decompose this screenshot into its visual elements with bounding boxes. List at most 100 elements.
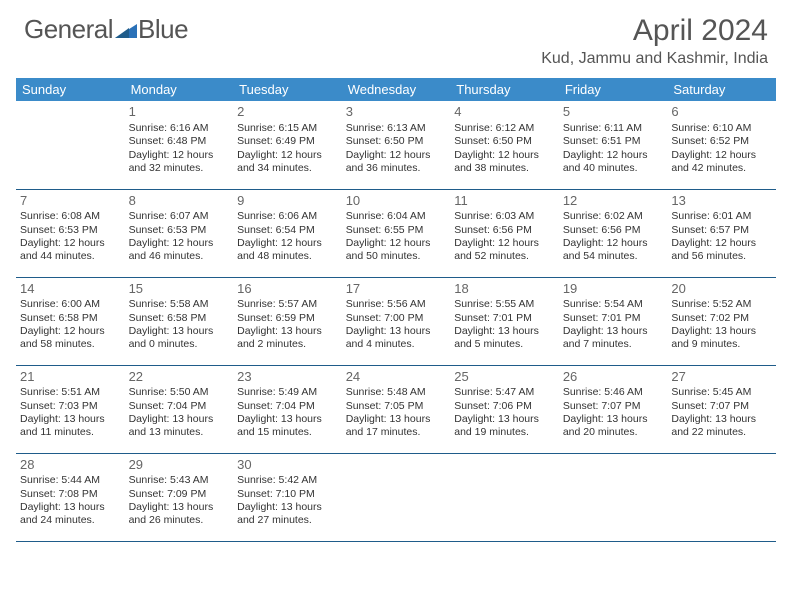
brand-part1: General bbox=[24, 14, 113, 45]
calendar-day-cell: 20Sunrise: 5:52 AMSunset: 7:02 PMDayligh… bbox=[667, 277, 776, 365]
calendar-week-row: 7Sunrise: 6:08 AMSunset: 6:53 PMDaylight… bbox=[16, 189, 776, 277]
sunset-text: Sunset: 7:10 PM bbox=[237, 488, 338, 501]
daylight-line1: Daylight: 12 hours bbox=[346, 237, 447, 250]
sunset-text: Sunset: 6:55 PM bbox=[346, 224, 447, 237]
daylight-line1: Daylight: 13 hours bbox=[454, 413, 555, 426]
day-number: 12 bbox=[563, 193, 664, 210]
sunrise-text: Sunrise: 6:12 AM bbox=[454, 122, 555, 135]
daylight-line2: and 24 minutes. bbox=[20, 514, 121, 527]
sunset-text: Sunset: 6:48 PM bbox=[129, 135, 230, 148]
calendar-day-cell: 9Sunrise: 6:06 AMSunset: 6:54 PMDaylight… bbox=[233, 189, 342, 277]
calendar-day-cell: 25Sunrise: 5:47 AMSunset: 7:06 PMDayligh… bbox=[450, 365, 559, 453]
daylight-line2: and 42 minutes. bbox=[671, 162, 772, 175]
weekday-header: Friday bbox=[559, 78, 668, 101]
day-number: 13 bbox=[671, 193, 772, 210]
daylight-line2: and 44 minutes. bbox=[20, 250, 121, 263]
day-number: 27 bbox=[671, 369, 772, 386]
title-block: April 2024 Kud, Jammu and Kashmir, India bbox=[541, 14, 768, 68]
day-number: 8 bbox=[129, 193, 230, 210]
day-number: 2 bbox=[237, 104, 338, 121]
weekday-header: Monday bbox=[125, 78, 234, 101]
sunrise-text: Sunrise: 5:51 AM bbox=[20, 386, 121, 399]
calendar-day-cell: 18Sunrise: 5:55 AMSunset: 7:01 PMDayligh… bbox=[450, 277, 559, 365]
sunset-text: Sunset: 7:04 PM bbox=[129, 400, 230, 413]
daylight-line1: Daylight: 13 hours bbox=[129, 413, 230, 426]
daylight-line2: and 40 minutes. bbox=[563, 162, 664, 175]
sunset-text: Sunset: 7:08 PM bbox=[20, 488, 121, 501]
daylight-line2: and 54 minutes. bbox=[563, 250, 664, 263]
calendar-day-cell: 22Sunrise: 5:50 AMSunset: 7:04 PMDayligh… bbox=[125, 365, 234, 453]
calendar-day-cell: 11Sunrise: 6:03 AMSunset: 6:56 PMDayligh… bbox=[450, 189, 559, 277]
calendar-week-row: 1Sunrise: 6:16 AMSunset: 6:48 PMDaylight… bbox=[16, 101, 776, 189]
sunset-text: Sunset: 7:03 PM bbox=[20, 400, 121, 413]
calendar-empty-cell bbox=[342, 453, 451, 541]
daylight-line2: and 7 minutes. bbox=[563, 338, 664, 351]
calendar-day-cell: 2Sunrise: 6:15 AMSunset: 6:49 PMDaylight… bbox=[233, 101, 342, 189]
sunrise-text: Sunrise: 6:06 AM bbox=[237, 210, 338, 223]
day-number: 15 bbox=[129, 281, 230, 298]
sunset-text: Sunset: 6:58 PM bbox=[129, 312, 230, 325]
sunrise-text: Sunrise: 6:01 AM bbox=[671, 210, 772, 223]
calendar-day-cell: 3Sunrise: 6:13 AMSunset: 6:50 PMDaylight… bbox=[342, 101, 451, 189]
day-number: 14 bbox=[20, 281, 121, 298]
sunset-text: Sunset: 7:06 PM bbox=[454, 400, 555, 413]
daylight-line2: and 2 minutes. bbox=[237, 338, 338, 351]
sunrise-text: Sunrise: 6:13 AM bbox=[346, 122, 447, 135]
calendar-day-cell: 12Sunrise: 6:02 AMSunset: 6:56 PMDayligh… bbox=[559, 189, 668, 277]
weekday-header: Tuesday bbox=[233, 78, 342, 101]
day-number: 26 bbox=[563, 369, 664, 386]
daylight-line2: and 13 minutes. bbox=[129, 426, 230, 439]
calendar-week-row: 21Sunrise: 5:51 AMSunset: 7:03 PMDayligh… bbox=[16, 365, 776, 453]
sunset-text: Sunset: 6:49 PM bbox=[237, 135, 338, 148]
day-number: 4 bbox=[454, 104, 555, 121]
day-number: 16 bbox=[237, 281, 338, 298]
calendar-empty-cell bbox=[667, 453, 776, 541]
daylight-line1: Daylight: 13 hours bbox=[346, 413, 447, 426]
sunrise-text: Sunrise: 6:15 AM bbox=[237, 122, 338, 135]
sunrise-text: Sunrise: 6:16 AM bbox=[129, 122, 230, 135]
day-number: 6 bbox=[671, 104, 772, 121]
calendar-day-cell: 7Sunrise: 6:08 AMSunset: 6:53 PMDaylight… bbox=[16, 189, 125, 277]
daylight-line2: and 5 minutes. bbox=[454, 338, 555, 351]
daylight-line1: Daylight: 13 hours bbox=[563, 413, 664, 426]
sunrise-text: Sunrise: 5:52 AM bbox=[671, 298, 772, 311]
daylight-line1: Daylight: 12 hours bbox=[454, 237, 555, 250]
weekday-header: Wednesday bbox=[342, 78, 451, 101]
sunset-text: Sunset: 6:53 PM bbox=[20, 224, 121, 237]
calendar-day-cell: 6Sunrise: 6:10 AMSunset: 6:52 PMDaylight… bbox=[667, 101, 776, 189]
sunset-text: Sunset: 7:05 PM bbox=[346, 400, 447, 413]
calendar-day-cell: 8Sunrise: 6:07 AMSunset: 6:53 PMDaylight… bbox=[125, 189, 234, 277]
sunrise-text: Sunrise: 5:58 AM bbox=[129, 298, 230, 311]
daylight-line1: Daylight: 13 hours bbox=[237, 325, 338, 338]
header: General Blue April 2024 Kud, Jammu and K… bbox=[0, 0, 792, 72]
day-number: 3 bbox=[346, 104, 447, 121]
sunrise-text: Sunrise: 5:48 AM bbox=[346, 386, 447, 399]
sunset-text: Sunset: 7:09 PM bbox=[129, 488, 230, 501]
weekday-header: Thursday bbox=[450, 78, 559, 101]
sunrise-text: Sunrise: 6:11 AM bbox=[563, 122, 664, 135]
daylight-line1: Daylight: 12 hours bbox=[563, 237, 664, 250]
daylight-line2: and 48 minutes. bbox=[237, 250, 338, 263]
calendar-day-cell: 23Sunrise: 5:49 AMSunset: 7:04 PMDayligh… bbox=[233, 365, 342, 453]
calendar-day-cell: 24Sunrise: 5:48 AMSunset: 7:05 PMDayligh… bbox=[342, 365, 451, 453]
daylight-line2: and 52 minutes. bbox=[454, 250, 555, 263]
daylight-line2: and 56 minutes. bbox=[671, 250, 772, 263]
calendar-empty-cell bbox=[16, 101, 125, 189]
calendar-day-cell: 13Sunrise: 6:01 AMSunset: 6:57 PMDayligh… bbox=[667, 189, 776, 277]
calendar-day-cell: 5Sunrise: 6:11 AMSunset: 6:51 PMDaylight… bbox=[559, 101, 668, 189]
sunset-text: Sunset: 6:51 PM bbox=[563, 135, 664, 148]
daylight-line2: and 36 minutes. bbox=[346, 162, 447, 175]
calendar-day-cell: 29Sunrise: 5:43 AMSunset: 7:09 PMDayligh… bbox=[125, 453, 234, 541]
sunrise-text: Sunrise: 6:00 AM bbox=[20, 298, 121, 311]
day-number: 20 bbox=[671, 281, 772, 298]
daylight-line2: and 15 minutes. bbox=[237, 426, 338, 439]
calendar-week-row: 14Sunrise: 6:00 AMSunset: 6:58 PMDayligh… bbox=[16, 277, 776, 365]
daylight-line2: and 46 minutes. bbox=[129, 250, 230, 263]
day-number: 9 bbox=[237, 193, 338, 210]
sunrise-text: Sunrise: 5:54 AM bbox=[563, 298, 664, 311]
sunset-text: Sunset: 6:58 PM bbox=[20, 312, 121, 325]
daylight-line1: Daylight: 12 hours bbox=[20, 325, 121, 338]
sunrise-text: Sunrise: 5:42 AM bbox=[237, 474, 338, 487]
calendar-day-cell: 10Sunrise: 6:04 AMSunset: 6:55 PMDayligh… bbox=[342, 189, 451, 277]
sunset-text: Sunset: 7:01 PM bbox=[563, 312, 664, 325]
